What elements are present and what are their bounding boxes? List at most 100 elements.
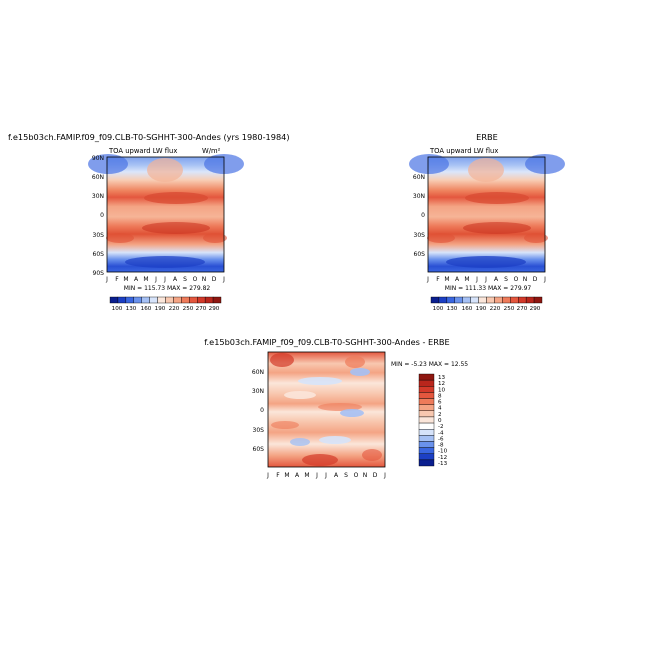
model-y-ticks: 90N 60N 30N 0 30S 60S 90S: [92, 155, 104, 277]
diff-x-tick: J: [383, 472, 386, 479]
colorbar-swatch: [189, 296, 198, 304]
obs-x-tick: D: [533, 276, 538, 283]
colorbar-swatch: [454, 296, 463, 304]
colorbar-label: 130: [447, 306, 458, 312]
obs-x-tick: A: [455, 276, 460, 283]
colorbar-label: 290: [530, 306, 541, 312]
diff-x-tick: O: [354, 472, 359, 479]
diff-field: [267, 351, 386, 468]
model-x-ticks: J F M A M J J A S O N D J: [105, 276, 225, 283]
model-x-tick: J: [222, 276, 225, 283]
colorbar-label: 270: [517, 306, 528, 312]
colorbar-label: 220: [169, 306, 180, 312]
colorbar-swatch: [486, 296, 495, 304]
colorbar-swatch: [510, 296, 519, 304]
colorbar-label: 160: [462, 306, 473, 312]
model-x-tick: M: [123, 276, 128, 283]
colorbar-swatch: [418, 373, 435, 381]
model-x-tick: A: [134, 276, 139, 283]
obs-x-tick: J: [475, 276, 478, 283]
obs-y-tick: 30S: [414, 232, 426, 239]
obs-y-tick: 60N: [413, 174, 425, 181]
obs-colorbar-labels: 100 130 160 190 220 250 270 290: [433, 306, 541, 312]
colorbar-swatch: [181, 296, 190, 304]
obs-y-tick: 30N: [413, 193, 425, 200]
colorbar-swatch: [141, 296, 150, 304]
model-x-tick: J: [154, 276, 157, 283]
colorbar-label: 0: [438, 418, 442, 424]
colorbar-label: 13: [438, 375, 446, 381]
colorbar-swatch: [418, 379, 435, 387]
colorbar-swatch: [212, 296, 222, 304]
obs-min-max: MIN = 111.33 MAX = 279.97: [445, 285, 532, 292]
model-x-tick: S: [183, 276, 187, 283]
model-y-tick: 90N: [92, 155, 104, 162]
colorbar-swatch: [125, 296, 134, 304]
diff-x-tick: A: [295, 472, 300, 479]
obs-panel: ERBE TOA upward LW flux 60N 30N 0 30S 60…: [409, 132, 565, 312]
colorbar-swatch: [418, 453, 435, 461]
colorbar-label: 12: [438, 381, 445, 387]
obs-x-tick: J: [484, 276, 487, 283]
diff-y-ticks: 60N 30N 0 30S 60S: [252, 369, 264, 453]
diff-y-tick: 0: [260, 407, 264, 414]
colorbar-swatch: [470, 296, 479, 304]
colorbar-swatch: [494, 296, 503, 304]
colorbar-swatch: [197, 296, 206, 304]
colorbar-swatch: [430, 296, 440, 304]
model-colorbar-labels: 100 130 160 190 220 250 270 290: [112, 306, 220, 312]
colorbar-swatch: [418, 429, 435, 436]
diff-min-max: MIN = -5.23 MAX = 12.55: [391, 361, 468, 368]
diff-x-tick: M: [284, 472, 289, 479]
colorbar-swatch: [157, 296, 166, 304]
model-x-tick: N: [202, 276, 207, 283]
colorbar-swatch: [446, 296, 455, 304]
colorbar-swatch: [418, 435, 435, 442]
colorbar-swatch: [418, 422, 435, 430]
colorbar-label: 130: [126, 306, 137, 312]
model-field: [88, 154, 244, 273]
colorbar-label: 190: [476, 306, 487, 312]
diff-x-tick: F: [276, 472, 280, 479]
colorbar-label: -6: [438, 436, 444, 442]
obs-x-tick: J: [426, 276, 429, 283]
model-colorbar: [109, 296, 222, 304]
diff-x-tick: A: [334, 472, 339, 479]
colorbar-swatch: [418, 404, 435, 411]
diff-x-tick: D: [373, 472, 378, 479]
colorbar-swatch: [418, 459, 435, 467]
obs-title: ERBE: [476, 132, 498, 142]
colorbar-label: 10: [438, 387, 446, 393]
colorbar-swatch: [418, 386, 435, 393]
model-x-tick: M: [143, 276, 148, 283]
colorbar-label: -13: [438, 461, 448, 467]
colorbar-label: 160: [141, 306, 152, 312]
colorbar-swatch: [462, 296, 471, 304]
colorbar-label: -2: [438, 424, 444, 430]
diff-x-tick: J: [266, 472, 269, 479]
colorbar-swatch: [518, 296, 527, 304]
model-x-tick: A: [173, 276, 178, 283]
colorbar-label: 2: [438, 412, 442, 418]
colorbar-label: -10: [438, 449, 448, 455]
colorbar-swatch: [418, 392, 435, 399]
obs-x-tick: N: [523, 276, 528, 283]
diff-title: f.e15b03ch.FAMIP_f09_f09.CLB-T0-SGHHT-30…: [204, 337, 449, 347]
diff-y-tick: 60N: [252, 369, 264, 376]
model-x-tick: J: [163, 276, 166, 283]
diff-x-tick: S: [344, 472, 348, 479]
colorbar-swatch: [438, 296, 448, 304]
obs-colorbar: [430, 296, 543, 304]
obs-x-tick: M: [444, 276, 449, 283]
colorbar-label: 250: [183, 306, 194, 312]
colorbar-swatch: [173, 296, 182, 304]
colorbar-label: 270: [196, 306, 207, 312]
obs-x-ticks: J F M A M J J A S O N D J: [426, 276, 546, 283]
diff-x-ticks: J F M A M J J A S O N D J: [266, 472, 386, 479]
colorbar-swatch: [109, 296, 119, 304]
colorbar-swatch: [418, 447, 435, 454]
colorbar-label: 220: [490, 306, 501, 312]
model-y-tick: 30N: [92, 193, 104, 200]
